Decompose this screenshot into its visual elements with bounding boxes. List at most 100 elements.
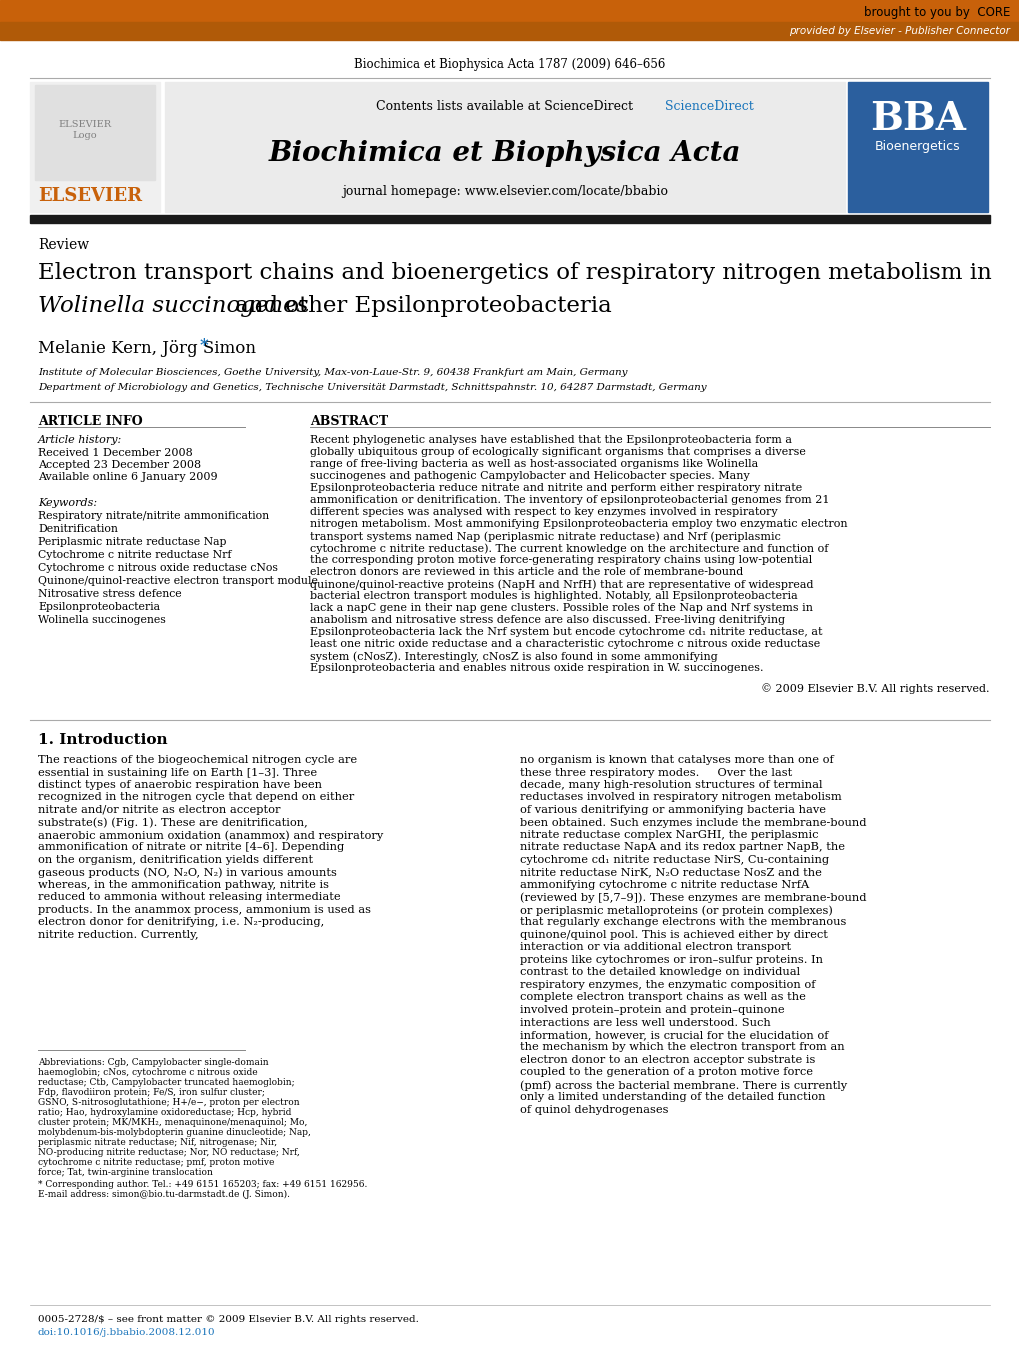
Bar: [0, 0, 1019, 22]
Text: ammonifying cytochrome c nitrite reductase NrfA: ammonifying cytochrome c nitrite reducta…: [520, 881, 808, 890]
Text: (reviewed by [5,7–9]). These enzymes are membrane-bound: (reviewed by [5,7–9]). These enzymes are…: [520, 893, 866, 904]
Text: Biochimica et Biophysica Acta 1787 (2009) 646–656: Biochimica et Biophysica Acta 1787 (2009…: [354, 58, 665, 71]
Text: or periplasmic metalloproteins (or protein complexes): or periplasmic metalloproteins (or prote…: [520, 905, 833, 916]
Text: Article history:: Article history:: [38, 435, 122, 444]
Text: no organism is known that catalyses more than one of: no organism is known that catalyses more…: [520, 756, 833, 765]
Text: ABSTRACT: ABSTRACT: [310, 414, 388, 428]
Text: Cytochrome c nitrous oxide reductase cNos: Cytochrome c nitrous oxide reductase cNo…: [38, 563, 277, 573]
Text: Cytochrome c nitrite reductase Nrf: Cytochrome c nitrite reductase Nrf: [38, 550, 231, 560]
Text: electron donor for denitrifying, i.e. N₂-producing,: electron donor for denitrifying, i.e. N₂…: [38, 917, 324, 927]
Text: electron donor to an electron acceptor substrate is: electron donor to an electron acceptor s…: [520, 1055, 814, 1065]
Text: The reactions of the biogeochemical nitrogen cycle are: The reactions of the biogeochemical nitr…: [38, 756, 357, 765]
Text: nitrate reductase NapA and its redox partner NapB, the: nitrate reductase NapA and its redox par…: [520, 843, 844, 852]
Text: 0005-2728/$ – see front matter © 2009 Elsevier B.V. All rights reserved.: 0005-2728/$ – see front matter © 2009 El…: [38, 1316, 419, 1324]
Text: 1. Introduction: 1. Introduction: [38, 733, 167, 747]
Text: Institute of Molecular Biosciences, Goethe University, Max-von-Laue-Str. 9, 6043: Institute of Molecular Biosciences, Goet…: [38, 368, 627, 376]
Text: reductases involved in respiratory nitrogen metabolism: reductases involved in respiratory nitro…: [520, 792, 841, 803]
Text: haemoglobin; cNos, cytochrome c nitrous oxide: haemoglobin; cNos, cytochrome c nitrous …: [38, 1068, 258, 1076]
Text: proteins like cytochromes or iron–sulfur proteins. In: proteins like cytochromes or iron–sulfur…: [520, 955, 822, 965]
Text: Department of Microbiology and Genetics, Technische Universität Darmstadt, Schni: Department of Microbiology and Genetics,…: [38, 383, 706, 391]
Text: Recent phylogenetic analyses have established that the Epsilonproteobacteria for: Recent phylogenetic analyses have establ…: [310, 435, 791, 444]
Text: substrate(s) (Fig. 1). These are denitrification,: substrate(s) (Fig. 1). These are denitri…: [38, 818, 308, 828]
Text: Available online 6 January 2009: Available online 6 January 2009: [38, 472, 217, 482]
Text: cytochrome c nitrite reductase). The current knowledge on the architecture and f: cytochrome c nitrite reductase). The cur…: [310, 544, 827, 553]
Text: coupled to the generation of a proton motive force: coupled to the generation of a proton mo…: [520, 1068, 812, 1078]
Text: information, however, is crucial for the elucidation of: information, however, is crucial for the…: [520, 1030, 827, 1040]
Text: Contents lists available at ScienceDirect: Contents lists available at ScienceDirec…: [376, 101, 633, 113]
Bar: [165, 82, 844, 212]
Text: of various denitrifying or ammonifying bacteria have: of various denitrifying or ammonifying b…: [520, 805, 825, 815]
Text: Wolinella succinogenes: Wolinella succinogenes: [38, 616, 166, 625]
Text: E-mail address: simon@bio.tu-darmstadt.de (J. Simon).: E-mail address: simon@bio.tu-darmstadt.d…: [38, 1190, 289, 1199]
Text: the mechanism by which the electron transport from an: the mechanism by which the electron tran…: [520, 1042, 844, 1052]
Text: essential in sustaining life on Earth [1–3]. Three: essential in sustaining life on Earth [1…: [38, 768, 317, 777]
Bar: [0, 22, 1019, 39]
Text: Review: Review: [38, 238, 89, 251]
Text: periplasmic nitrate reductase; Nif, nitrogenase; Nir,: periplasmic nitrate reductase; Nif, nitr…: [38, 1137, 277, 1147]
Text: Bioenergetics: Bioenergetics: [874, 140, 960, 154]
Bar: [30, 215, 989, 223]
Text: * Corresponding author. Tel.: +49 6151 165203; fax: +49 6151 162956.: * Corresponding author. Tel.: +49 6151 1…: [38, 1180, 367, 1189]
Text: cluster protein; MK/MKH₂, menaquinone/menaquinol; Mo,: cluster protein; MK/MKH₂, menaquinone/me…: [38, 1118, 307, 1127]
Text: quinone/quinol-reactive proteins (NapH and NrfH) that are representative of wide: quinone/quinol-reactive proteins (NapH a…: [310, 579, 813, 590]
Text: BBA: BBA: [869, 101, 965, 139]
Text: that regularly exchange electrons with the membranous: that regularly exchange electrons with t…: [520, 917, 846, 927]
Text: ScienceDirect: ScienceDirect: [664, 101, 753, 113]
Text: Epsilonproteobacteria reduce nitrate and nitrite and perform either respiratory : Epsilonproteobacteria reduce nitrate and…: [310, 482, 802, 493]
Text: and other Epsilonproteobacteria: and other Epsilonproteobacteria: [228, 295, 611, 317]
Text: GSNO, S-nitrosoglutathione; H+/e−, proton per electron: GSNO, S-nitrosoglutathione; H+/e−, proto…: [38, 1098, 300, 1108]
Text: Biochimica et Biophysica Acta: Biochimica et Biophysica Acta: [268, 140, 741, 167]
Text: contrast to the detailed knowledge on individual: contrast to the detailed knowledge on in…: [520, 968, 799, 977]
Text: the corresponding proton motive force-generating respiratory chains using low-po: the corresponding proton motive force-ge…: [310, 554, 811, 565]
Text: of quinol dehydrogenases: of quinol dehydrogenases: [520, 1105, 667, 1114]
Text: least one nitric oxide reductase and a characteristic cytochrome c nitrous oxide: least one nitric oxide reductase and a c…: [310, 639, 819, 650]
Text: respiratory enzymes, the enzymatic composition of: respiratory enzymes, the enzymatic compo…: [520, 980, 815, 989]
Text: Abbreviations: Cgb, Campylobacter single-domain: Abbreviations: Cgb, Campylobacter single…: [38, 1059, 268, 1067]
Bar: [30, 82, 160, 212]
Text: anabolism and nitrosative stress defence are also discussed. Free-living denitri: anabolism and nitrosative stress defence…: [310, 616, 785, 625]
Text: nitrite reduction. Currently,: nitrite reduction. Currently,: [38, 930, 199, 940]
Text: only a limited understanding of the detailed function: only a limited understanding of the deta…: [520, 1093, 824, 1102]
Text: Wolinella succinogenes: Wolinella succinogenes: [38, 295, 308, 317]
Text: products. In the anammox process, ammonium is used as: products. In the anammox process, ammoni…: [38, 905, 371, 915]
Text: system (cNosZ). Interestingly, cNosZ is also found in some ammonifying: system (cNosZ). Interestingly, cNosZ is …: [310, 651, 717, 662]
Bar: [35, 86, 155, 179]
Text: © 2009 Elsevier B.V. All rights reserved.: © 2009 Elsevier B.V. All rights reserved…: [761, 684, 989, 694]
Text: nitrite reductase NirK, N₂O reductase NosZ and the: nitrite reductase NirK, N₂O reductase No…: [520, 867, 821, 878]
Text: distinct types of anaerobic respiration have been: distinct types of anaerobic respiration …: [38, 780, 322, 790]
Text: transport systems named Nap (periplasmic nitrate reductase) and Nrf (periplasmic: transport systems named Nap (periplasmic…: [310, 531, 781, 542]
Text: these three respiratory modes.     Over the last: these three respiratory modes. Over the …: [520, 768, 792, 777]
Text: reduced to ammonia without releasing intermediate: reduced to ammonia without releasing int…: [38, 893, 340, 902]
Text: provided by Elsevier - Publisher Connector: provided by Elsevier - Publisher Connect…: [789, 26, 1009, 35]
Text: Respiratory nitrate/nitrite ammonification: Respiratory nitrate/nitrite ammonificati…: [38, 511, 269, 520]
Text: cytochrome cd₁ nitrite reductase NirS, Cu-containing: cytochrome cd₁ nitrite reductase NirS, C…: [520, 855, 828, 864]
Text: cytochrome c nitrite reductase; pmf, proton motive: cytochrome c nitrite reductase; pmf, pro…: [38, 1158, 274, 1167]
Text: globally ubiquitous group of ecologically significant organisms that comprises a: globally ubiquitous group of ecologicall…: [310, 447, 805, 457]
Text: been obtained. Such enzymes include the membrane-bound: been obtained. Such enzymes include the …: [520, 818, 866, 828]
Text: ELSEVIER
Logo: ELSEVIER Logo: [58, 121, 111, 140]
Text: complete electron transport chains as well as the: complete electron transport chains as we…: [520, 992, 805, 1003]
Text: decade, many high-resolution structures of terminal: decade, many high-resolution structures …: [520, 780, 821, 790]
Text: different species was analysed with respect to key enzymes involved in respirato: different species was analysed with resp…: [310, 507, 776, 516]
Text: ammonification or denitrification. The inventory of epsilonproteobacterial genom: ammonification or denitrification. The i…: [310, 495, 828, 506]
Text: nitrate reductase complex NarGHI, the periplasmic: nitrate reductase complex NarGHI, the pe…: [520, 830, 817, 840]
Text: lack a napC gene in their nap gene clusters. Possible roles of the Nap and Nrf s: lack a napC gene in their nap gene clust…: [310, 603, 812, 613]
Text: anaerobic ammonium oxidation (anammox) and respiratory: anaerobic ammonium oxidation (anammox) a…: [38, 830, 383, 841]
Text: gaseous products (NO, N₂O, N₂) in various amounts: gaseous products (NO, N₂O, N₂) in variou…: [38, 867, 336, 878]
Text: Denitrification: Denitrification: [38, 525, 118, 534]
Text: brought to you by  CORE: brought to you by CORE: [863, 5, 1009, 19]
Text: interaction or via additional electron transport: interaction or via additional electron t…: [520, 943, 791, 953]
Text: on the organism, denitrification yields different: on the organism, denitrification yields …: [38, 855, 313, 864]
Text: nitrogen metabolism. Most ammonifying Epsilonproteobacteria employ two enzymatic: nitrogen metabolism. Most ammonifying Ep…: [310, 519, 847, 529]
Text: Keywords:: Keywords:: [38, 497, 97, 508]
Text: Periplasmic nitrate reductase Nap: Periplasmic nitrate reductase Nap: [38, 537, 226, 548]
Text: nitrate and/or nitrite as electron acceptor: nitrate and/or nitrite as electron accep…: [38, 805, 280, 815]
Text: recognized in the nitrogen cycle that depend on either: recognized in the nitrogen cycle that de…: [38, 792, 354, 803]
Text: ratio; Hao, hydroxylamine oxidoreductase; Hcp, hybrid: ratio; Hao, hydroxylamine oxidoreductase…: [38, 1108, 291, 1117]
Text: Electron transport chains and bioenergetics of respiratory nitrogen metabolism i: Electron transport chains and bioenerget…: [38, 262, 990, 284]
Text: *: *: [200, 337, 209, 353]
Text: range of free-living bacteria as well as host-associated organisms like Wolinell: range of free-living bacteria as well as…: [310, 459, 757, 469]
Text: Fdp, flavodiiron protein; Fe/S, iron sulfur cluster;: Fdp, flavodiiron protein; Fe/S, iron sul…: [38, 1089, 265, 1097]
Bar: [847, 82, 987, 212]
Text: Received 1 December 2008: Received 1 December 2008: [38, 448, 193, 458]
